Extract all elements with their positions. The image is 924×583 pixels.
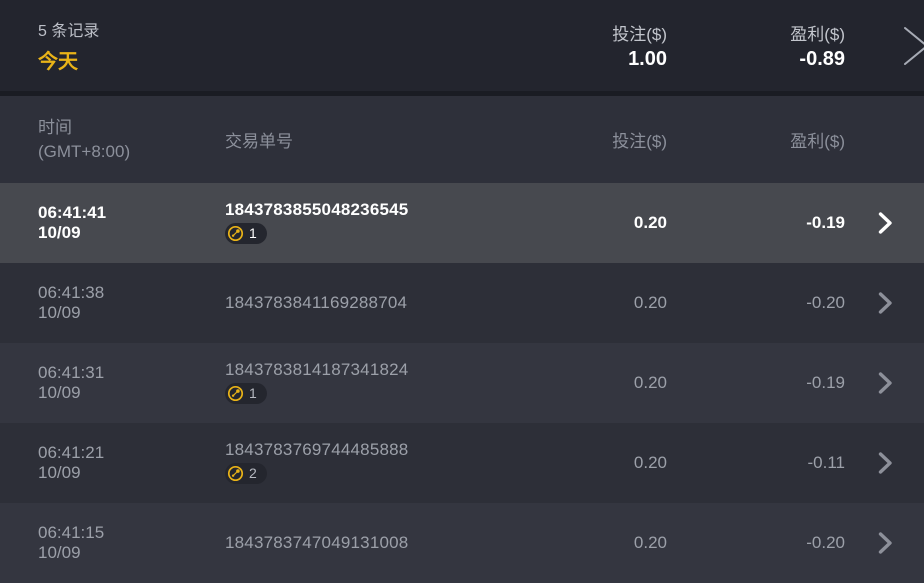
- table-row[interactable]: 06:41:31 10/09 1843783814187341824 1 0.2…: [0, 343, 924, 423]
- summary-profit-label: 盈利($): [790, 25, 845, 44]
- summary-bet-value: 1.00: [628, 48, 667, 70]
- chevron-right-icon[interactable]: [877, 371, 893, 395]
- header-profit: 盈利($): [790, 132, 845, 151]
- row-profit: -0.19: [806, 213, 845, 232]
- chevron-right-icon[interactable]: [877, 291, 893, 315]
- summary-chevron-cell: [845, 0, 924, 91]
- row-chevron-cell: [845, 291, 924, 315]
- chevron-right-icon[interactable]: [901, 24, 924, 68]
- round-count: 2: [249, 465, 257, 481]
- transaction-id: 1843783769744485888: [225, 439, 409, 459]
- table-header: 时间 (GMT+8:00) 交易单号 投注($) 盈利($): [0, 96, 924, 183]
- table-body: 06:41:41 10/09 1843783855048236545 1 0.2…: [0, 183, 924, 583]
- row-date: 10/09: [38, 383, 81, 402]
- header-time-line1: 时间: [38, 117, 72, 137]
- row-chevron-cell: [845, 211, 924, 235]
- transaction-id: 1843783747049131008: [225, 533, 409, 552]
- chevron-right-icon[interactable]: [877, 451, 893, 475]
- row-bet: 0.20: [633, 293, 667, 312]
- row-time: 06:41:31: [38, 363, 105, 382]
- row-profit: -0.20: [806, 293, 845, 312]
- summary-bet: 投注($) 1.00: [530, 20, 667, 71]
- row-date: 10/09: [38, 223, 81, 242]
- header-time-line2: (GMT+8:00): [38, 141, 131, 161]
- row-chevron-cell: [845, 531, 924, 555]
- row-date: 10/09: [38, 463, 81, 482]
- summary-profit: 盈利($) -0.89: [667, 20, 845, 71]
- row-time-cell: 06:41:21 10/09: [38, 443, 225, 483]
- round-count: 1: [249, 225, 257, 241]
- header-transaction: 交易单号: [225, 132, 293, 151]
- row-time-cell: 06:41:41 10/09: [38, 203, 225, 243]
- summary-bet-label: 投注($): [612, 25, 667, 44]
- row-profit: -0.11: [807, 453, 846, 472]
- row-bet: 0.20: [633, 213, 667, 232]
- round-count-badge: 1: [225, 382, 267, 404]
- transaction-id: 1843783841169288704: [225, 293, 408, 312]
- row-transaction-cell: 1843783769744485888 2: [225, 440, 530, 487]
- row-time-cell: 06:41:38 10/09: [38, 283, 225, 323]
- records-count: 5 条记录: [38, 23, 100, 40]
- row-time: 06:41:21: [38, 443, 105, 462]
- header-bet: 投注($): [612, 132, 667, 151]
- row-transaction-cell: 1843783841169288704: [225, 293, 530, 313]
- round-count-badge: 1: [225, 222, 267, 244]
- row-transaction-cell: 1843783855048236545 1: [225, 200, 530, 247]
- summary-profit-value: -0.89: [799, 48, 845, 70]
- round-count-badge: 2: [225, 462, 267, 484]
- period-today: 今天: [38, 51, 78, 73]
- row-time: 06:41:15: [38, 523, 105, 542]
- chevron-right-icon[interactable]: [877, 531, 893, 555]
- row-time-cell: 06:41:15 10/09: [38, 523, 225, 563]
- row-transaction-cell: 1843783747049131008: [225, 533, 530, 553]
- row-profit: -0.19: [806, 373, 845, 392]
- row-profit: -0.20: [806, 533, 845, 552]
- row-time: 06:41:41: [38, 203, 107, 222]
- coin-icon: [227, 465, 244, 481]
- transaction-id: 1843783855048236545: [225, 199, 409, 219]
- row-chevron-cell: [845, 371, 924, 395]
- row-bet: 0.20: [633, 373, 667, 392]
- coin-icon: [227, 225, 244, 241]
- row-bet: 0.20: [633, 453, 667, 472]
- table-row[interactable]: 06:41:41 10/09 1843783855048236545 1 0.2…: [0, 183, 924, 263]
- section-divider: [0, 91, 924, 96]
- table-row[interactable]: 06:41:15 10/09 1843783747049131008 0.20 …: [0, 503, 924, 583]
- chevron-right-icon[interactable]: [877, 211, 893, 235]
- coin-icon: [227, 385, 244, 401]
- round-count: 1: [249, 385, 257, 401]
- transaction-id: 1843783814187341824: [225, 359, 409, 379]
- row-time: 06:41:38: [38, 283, 105, 302]
- row-transaction-cell: 1843783814187341824 1: [225, 360, 530, 407]
- summary-left: 5 条记录 今天: [38, 17, 530, 74]
- row-chevron-cell: [845, 451, 924, 475]
- row-date: 10/09: [38, 543, 81, 562]
- row-time-cell: 06:41:31 10/09: [38, 363, 225, 403]
- summary-bar[interactable]: 5 条记录 今天 投注($) 1.00 盈利($) -0.89: [0, 0, 924, 91]
- row-date: 10/09: [38, 303, 81, 322]
- table-row[interactable]: 06:41:21 10/09 1843783769744485888 2 0.2…: [0, 423, 924, 503]
- table-row[interactable]: 06:41:38 10/09 1843783841169288704 0.20 …: [0, 263, 924, 343]
- row-bet: 0.20: [633, 533, 667, 552]
- header-time: 时间 (GMT+8:00): [38, 116, 225, 164]
